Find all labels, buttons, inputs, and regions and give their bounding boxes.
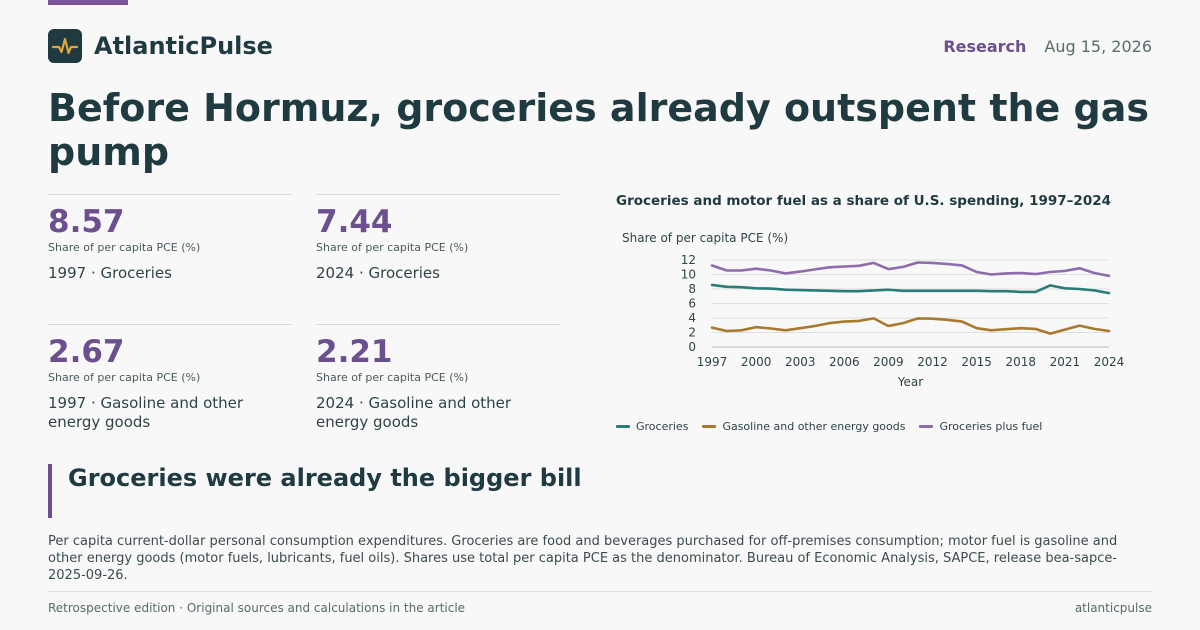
y-tick-label: 2 bbox=[688, 326, 696, 340]
legend-item: Groceries bbox=[616, 420, 688, 433]
stat-label: 1997 · Gasoline and other energy goods bbox=[48, 394, 244, 431]
stat-unit: Share of per capita PCE (%) bbox=[48, 371, 201, 384]
article-meta: Research Aug 15, 2026 bbox=[943, 37, 1152, 56]
publish-date: Aug 15, 2026 bbox=[1044, 36, 1152, 56]
section-link[interactable]: Research bbox=[943, 36, 1027, 56]
callout: Groceries were already the bigger bill bbox=[48, 464, 582, 518]
legend-item: Gasoline and other energy goods bbox=[702, 420, 905, 433]
stat-card: 2.21 Share of per capita PCE (%) 2024 · … bbox=[316, 324, 560, 432]
footer: Retrospective edition · Original sources… bbox=[48, 591, 1152, 615]
callout-heading: Groceries were already the bigger bill bbox=[68, 464, 582, 492]
legend-label: Groceries bbox=[636, 420, 689, 433]
legend-label: Groceries plus fuel bbox=[939, 420, 1043, 433]
x-tick-label: 2003 bbox=[785, 355, 816, 369]
pulse-icon bbox=[48, 29, 82, 63]
series-line-2 bbox=[710, 261, 1111, 278]
legend-swatch bbox=[702, 425, 717, 428]
stat-card: 7.44 Share of per capita PCE (%) 2024 · … bbox=[316, 194, 560, 283]
x-tick-label: 2012 bbox=[917, 355, 948, 369]
stat-value: 2.21 bbox=[316, 334, 393, 370]
chart-legend: Groceries Gasoline and other energy goods… bbox=[616, 420, 1042, 433]
source-note: Per capita current-dollar personal consu… bbox=[48, 534, 1118, 583]
y-tick-label: 0 bbox=[688, 340, 696, 354]
stat-label: 2024 · Gasoline and other energy goods bbox=[316, 394, 512, 431]
series-line-0 bbox=[710, 283, 1111, 295]
x-tick-label: 2021 bbox=[1050, 355, 1081, 369]
y-tick-label: 8 bbox=[688, 282, 696, 296]
stat-value: 8.57 bbox=[48, 204, 125, 240]
x-tick-label: 2009 bbox=[873, 355, 904, 369]
brand-name: AtlanticPulse bbox=[94, 32, 273, 60]
x-tick-label: 2024 bbox=[1094, 355, 1125, 369]
x-tick-label: 2006 bbox=[829, 355, 860, 369]
x-tick-label: 2000 bbox=[741, 355, 772, 369]
legend-item: Groceries plus fuel bbox=[919, 420, 1042, 433]
y-tick-label: 6 bbox=[688, 297, 696, 311]
stat-unit: Share of per capita PCE (%) bbox=[316, 241, 469, 254]
footer-site-link[interactable]: atlanticpulse bbox=[1074, 601, 1152, 615]
y-tick-label: 10 bbox=[681, 268, 696, 282]
legend-label: Gasoline and other energy goods bbox=[722, 420, 906, 433]
stat-unit: Share of per capita PCE (%) bbox=[48, 241, 201, 254]
chart-title: Groceries and motor fuel as a share of U… bbox=[616, 193, 1111, 209]
site-header: AtlanticPulse Research Aug 15, 2026 bbox=[48, 28, 1152, 64]
top-accent-bar bbox=[48, 0, 128, 5]
legend-swatch bbox=[616, 425, 630, 428]
x-tick-label: 2015 bbox=[961, 355, 992, 369]
footer-edition-note: Retrospective edition · Original sources… bbox=[48, 601, 466, 615]
stat-label: 1997 · Groceries bbox=[48, 264, 172, 282]
y-tick-label: 4 bbox=[688, 311, 696, 325]
stat-label: 2024 · Groceries bbox=[316, 264, 440, 282]
stat-card: 8.57 Share of per capita PCE (%) 1997 · … bbox=[48, 194, 292, 283]
x-tick-label: 2018 bbox=[1006, 355, 1037, 369]
brand[interactable]: AtlanticPulse bbox=[48, 29, 273, 63]
stat-value: 7.44 bbox=[316, 204, 393, 240]
y-axis-label: Share of per capita PCE (%) bbox=[622, 231, 788, 245]
x-tick-label: 1997 bbox=[697, 355, 728, 369]
stat-unit: Share of per capita PCE (%) bbox=[316, 371, 469, 384]
legend-swatch bbox=[919, 425, 934, 428]
stat-value: 2.67 bbox=[48, 334, 125, 370]
y-tick-label: 12 bbox=[681, 253, 696, 267]
stat-card: 2.67 Share of per capita PCE (%) 1997 · … bbox=[48, 324, 292, 432]
page-title: Before Hormuz, groceries already outspen… bbox=[48, 86, 1149, 174]
series-line-1 bbox=[710, 317, 1111, 335]
x-axis-label: Year bbox=[897, 375, 923, 389]
